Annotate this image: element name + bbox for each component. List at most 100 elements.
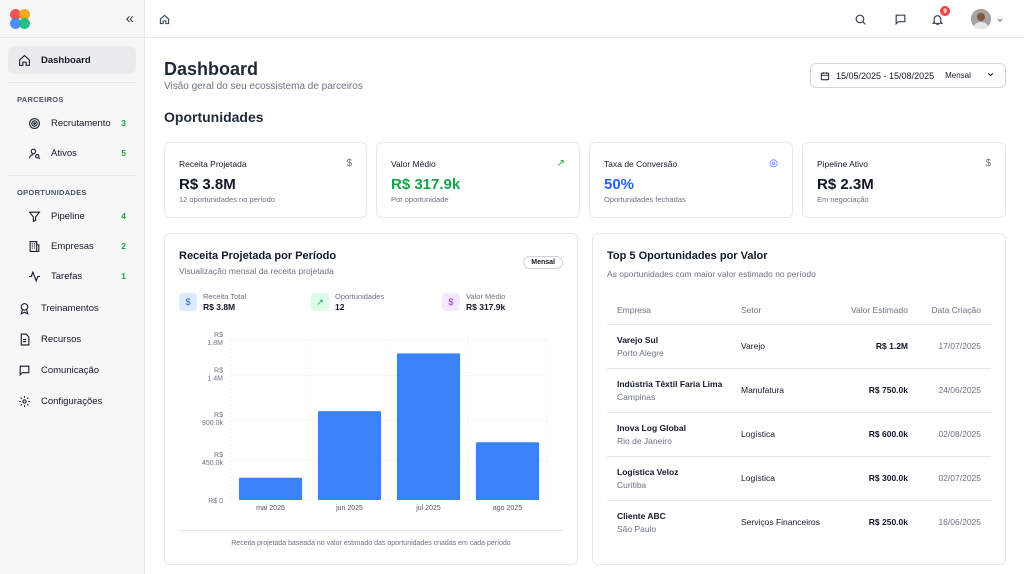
dollar-icon: $ xyxy=(442,293,460,311)
activity-icon xyxy=(26,268,42,284)
company-city: Campinas xyxy=(617,392,656,402)
sidebar-item-tarefas[interactable]: Tarefas 1 xyxy=(18,262,136,290)
sidebar-item-label: Tarefas xyxy=(51,270,83,282)
created-date: 24/06/2025 xyxy=(938,385,981,395)
count-badge: 2 xyxy=(121,241,126,251)
sidebar-item-label: Treinamentos xyxy=(41,302,99,314)
y-tick-label: R$ 1.8M xyxy=(207,332,223,347)
chart-card: Receita Projetada por Período Visualizaç… xyxy=(164,233,578,565)
chat-icon[interactable] xyxy=(892,11,908,27)
estimated-value: R$ 750.0k xyxy=(868,385,908,395)
chart-footnote: Receita projetada baseada no valor estim… xyxy=(179,530,563,547)
sidebar-item-empresas[interactable]: Empresas 2 xyxy=(18,232,136,260)
app-logo[interactable] xyxy=(10,8,30,29)
target-icon: ◎ xyxy=(769,158,778,169)
sector: Serviços Financeiros xyxy=(741,517,820,527)
sidebar-item-label: Dashboard xyxy=(41,54,91,66)
sidebar-item-configuracoes[interactable]: Configurações xyxy=(8,387,136,415)
created-date: 17/07/2025 xyxy=(938,341,981,351)
x-tick-label: ago 2025 xyxy=(493,505,522,512)
home-icon[interactable] xyxy=(156,11,172,27)
topbar: 9 xyxy=(145,0,1024,38)
sidebar-item-label: Configurações xyxy=(41,395,103,407)
kpi-label: Valor Médio xyxy=(391,159,436,169)
table-title: Top 5 Oportunidades por Valor xyxy=(607,250,768,262)
date-range-picker[interactable]: 15/05/2025 - 15/08/2025 Mensal xyxy=(810,63,1006,88)
sidebar-item-comunicacao[interactable]: Comunicação xyxy=(8,356,136,384)
dollar-icon: $ xyxy=(179,293,197,311)
sidebar-item-label: Recrutamento xyxy=(51,117,111,129)
kpi-card-pipeline-ativo: Pipeline Ativo R$ 2.3M Em negociação $ xyxy=(802,142,1006,218)
table-row[interactable]: Indústria Têxtil Faria Lima Campinas Man… xyxy=(607,368,991,412)
sidebar-item-dashboard[interactable]: Dashboard xyxy=(8,46,136,74)
sidebar-item-pipeline[interactable]: Pipeline 4 xyxy=(18,202,136,230)
sidebar-item-ativos[interactable]: Ativos 5 xyxy=(18,139,136,167)
company-name: Cliente ABC xyxy=(617,511,666,521)
column-header: Data Criação xyxy=(931,305,981,315)
created-date: 16/06/2025 xyxy=(938,517,981,527)
section-label-parceiros: PARCEIROS xyxy=(17,95,64,104)
sidebar-item-label: Comunicação xyxy=(41,364,100,376)
sidebar-item-label: Empresas xyxy=(51,240,94,252)
avatar[interactable] xyxy=(971,9,991,29)
sidebar: « Dashboard PARCEIROS Recrutamento 3 Ati… xyxy=(0,0,145,574)
estimated-value: R$ 1.2M xyxy=(875,341,908,351)
count-badge: 1 xyxy=(121,271,126,281)
chart-title: Receita Projetada por Período xyxy=(179,250,337,262)
column-header: Empresa xyxy=(617,305,652,315)
page-subtitle: Visão geral do seu ecossistema de parcei… xyxy=(164,81,363,92)
table-row[interactable]: Cliente ABC São Paulo Serviços Financeir… xyxy=(607,500,991,544)
x-tick-label: jun 2025 xyxy=(335,505,363,512)
count-badge: 5 xyxy=(121,148,126,158)
table-row[interactable]: Inova Log Global Rio de Janeiro Logístic… xyxy=(607,412,991,456)
created-date: 02/08/2025 xyxy=(938,429,981,439)
kpi-card-valor-medio: Valor Médio R$ 317.9k Por oportunidade ↗ xyxy=(376,142,580,218)
kpi-label: Receita Projetada xyxy=(179,159,247,169)
company-city: Curitiba xyxy=(617,480,647,490)
collapse-sidebar-icon[interactable]: « xyxy=(125,10,134,27)
stat-oportunidades: ↗ Oportunidades 12 xyxy=(311,292,384,312)
sidebar-item-label: Recursos xyxy=(41,333,82,345)
count-badge: 3 xyxy=(121,118,126,128)
stat-value: 12 xyxy=(335,302,345,312)
kpi-note: 12 oportunidades no período xyxy=(179,195,275,204)
column-header: Setor xyxy=(741,305,762,315)
company-name: Varejo Sul xyxy=(617,335,659,345)
dollar-icon: $ xyxy=(346,158,352,169)
sector: Logística xyxy=(741,429,776,439)
sector: Logística xyxy=(741,473,776,483)
search-icon[interactable] xyxy=(852,11,868,27)
y-tick-label: R$ 1.4M xyxy=(207,368,223,383)
user-search-icon xyxy=(26,145,42,161)
sidebar-item-treinamentos[interactable]: Treinamentos xyxy=(8,294,136,322)
kpi-value: R$ 2.3M xyxy=(817,176,874,193)
estimated-value: R$ 300.0k xyxy=(868,473,908,483)
file-icon xyxy=(16,331,32,347)
calendar-icon xyxy=(820,71,830,81)
notification-badge: 9 xyxy=(940,6,950,16)
message-icon xyxy=(16,362,32,378)
y-tick-label: R$ 450.0k xyxy=(202,452,224,467)
estimated-value: R$ 250.0k xyxy=(868,517,908,527)
divider xyxy=(8,82,136,83)
divider xyxy=(8,175,136,176)
target-icon xyxy=(26,115,42,131)
sector: Manufatura xyxy=(741,385,784,395)
kpi-card-receita-projetada: Receita Projetada R$ 3.8M 12 oportunidad… xyxy=(164,142,367,218)
kpi-value: 50% xyxy=(604,176,635,193)
sidebar-item-recrutamento[interactable]: Recrutamento 3 xyxy=(18,109,136,137)
sidebar-header: « xyxy=(0,0,144,38)
date-range-value: 15/05/2025 - 15/08/2025 xyxy=(836,70,935,81)
table-row[interactable]: Logística Veloz Curitiba Logística R$ 30… xyxy=(607,456,991,500)
building-icon xyxy=(26,238,42,254)
sidebar-item-label: Pipeline xyxy=(51,210,85,222)
bell-icon[interactable]: 9 xyxy=(929,6,950,27)
sidebar-item-recursos[interactable]: Recursos xyxy=(8,325,136,353)
period-pill[interactable]: Mensal xyxy=(523,256,563,269)
chevron-down-icon[interactable] xyxy=(992,12,1008,28)
sector: Varejo xyxy=(741,341,765,351)
y-tick-label: R$ 0 xyxy=(208,498,223,505)
table-row[interactable]: Varejo Sul Porto Alegre Varejo R$ 1.2M 1… xyxy=(607,324,991,368)
stat-valor-medio: $ Valor Médio R$ 317.9k xyxy=(442,292,505,312)
kpi-note: Oportunidades fechadas xyxy=(604,195,686,204)
